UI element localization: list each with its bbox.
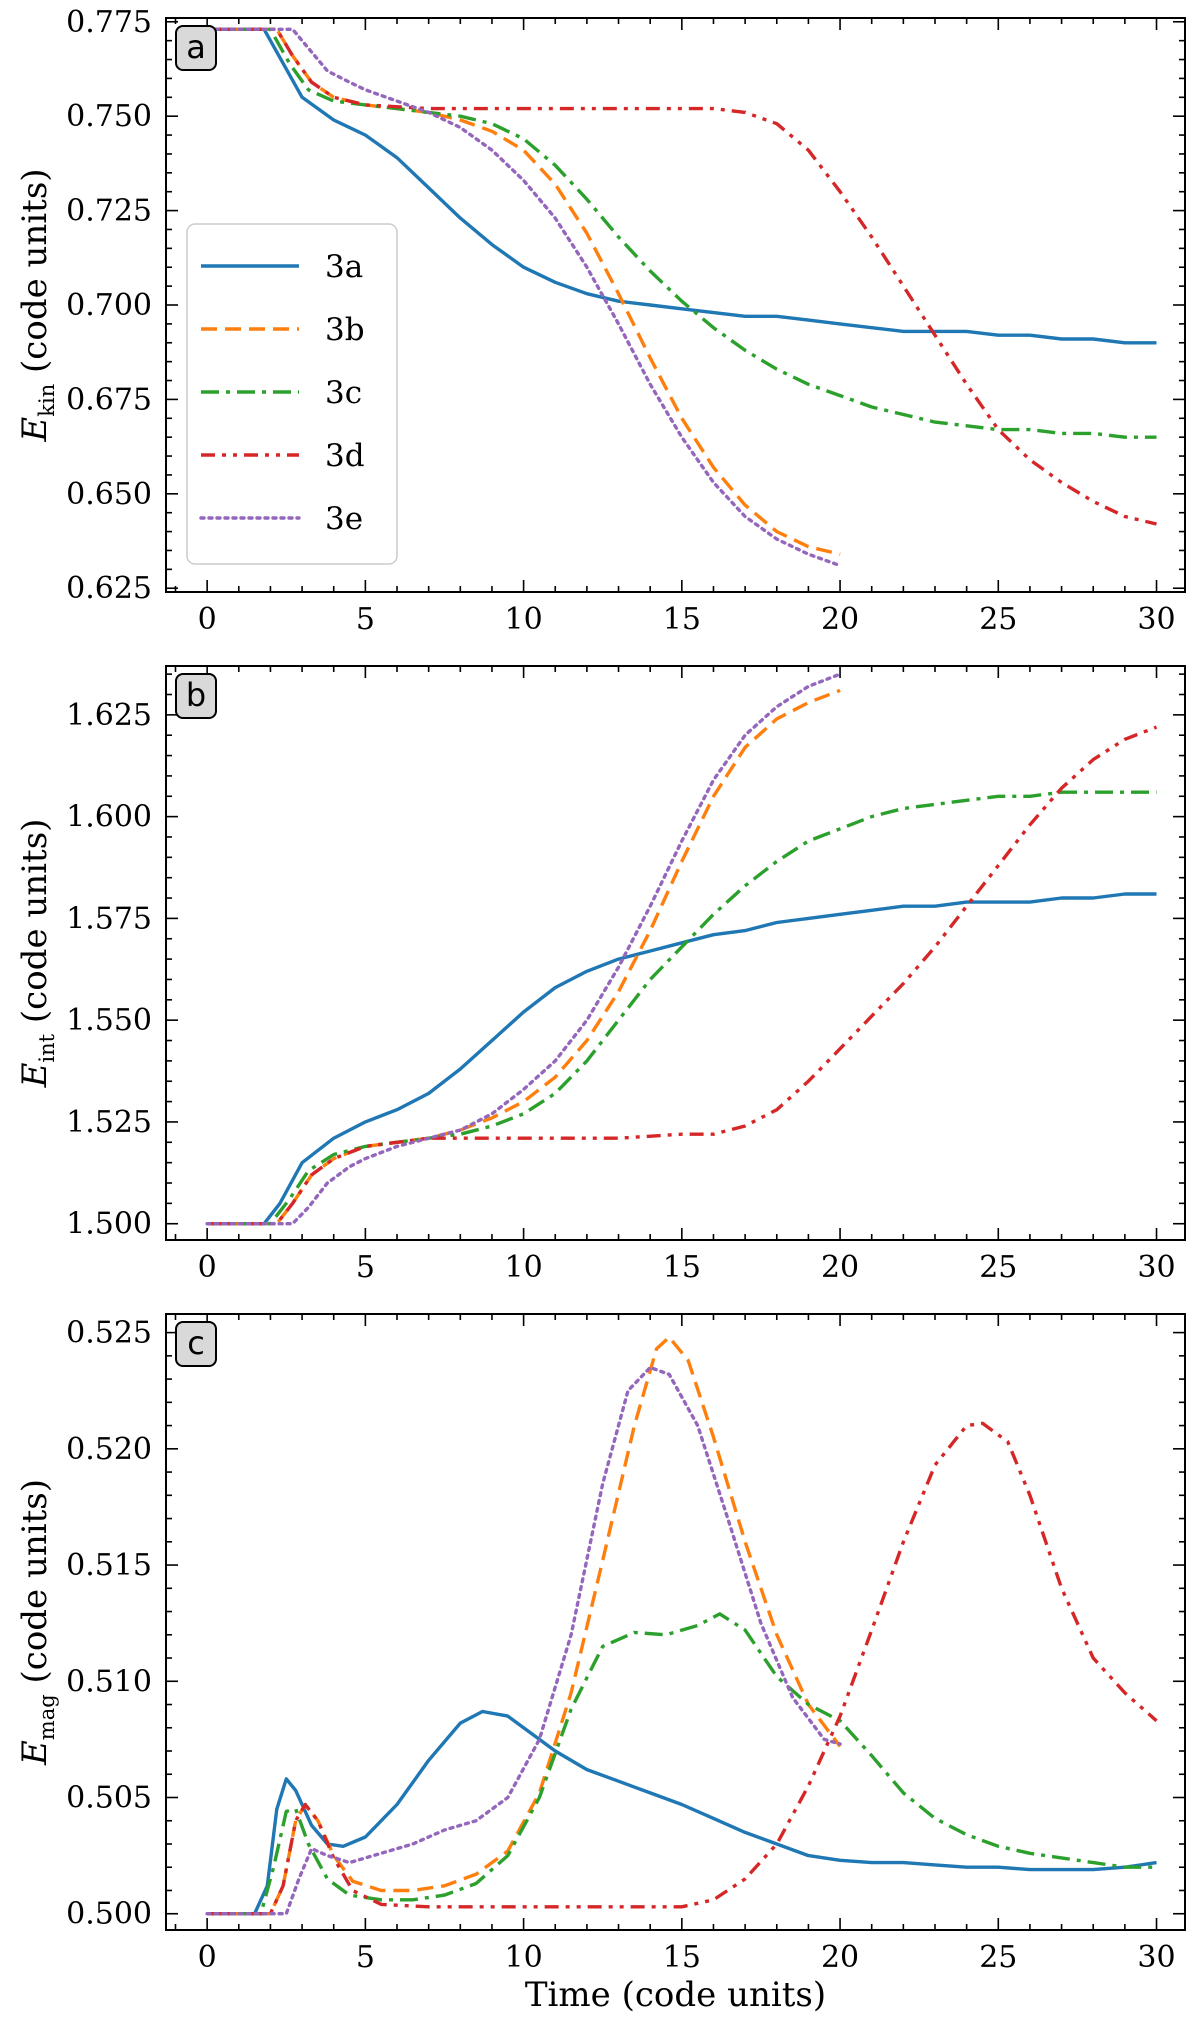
legend-label: 3e — [325, 501, 363, 537]
y-tick-label: 0.510 — [66, 1664, 152, 1699]
y-tick-label: 1.600 — [66, 800, 152, 835]
y-tick-label: 1.525 — [66, 1105, 152, 1140]
series-lines — [205, 27, 1157, 568]
panel-b: 0 5 10 15 20 25 30 1.500 1.525 1.550 1.575 1.600 1.6… — [15, 665, 1186, 1285]
y-tick-label: 0.500 — [66, 1897, 152, 1932]
x-tick-label: 5 — [356, 1250, 375, 1285]
series-line-3e — [205, 672, 842, 1226]
y-axis-symbol: E — [15, 1740, 55, 1766]
panel-tag-a: a — [175, 25, 217, 71]
series-line-3c — [207, 1612, 1157, 1916]
panel-tag-b: b — [175, 673, 217, 719]
panel-tag-box — [175, 25, 217, 71]
panel-c: 0 5 10 15 20 25 30 0.500 0.505 0.510 0.515 0.520 0.5… — [15, 1313, 1186, 1975]
x-tick-label: 15 — [663, 1250, 701, 1285]
series-line-3a — [207, 1709, 1157, 1916]
legend-entry-3b: 3b — [201, 312, 365, 348]
x-tick-label: 10 — [505, 1250, 543, 1285]
series-line-3d — [207, 1421, 1158, 1916]
panel-tag-text: b — [186, 676, 206, 714]
y-tick-label: 0.650 — [66, 477, 152, 512]
x-tick-label: 15 — [663, 1940, 701, 1975]
legend-entry-3e: 3e — [199, 501, 363, 537]
panel-tag-text: c — [187, 1324, 205, 1362]
x-tick-label: 25 — [979, 1940, 1017, 1975]
y-tick-label: 0.505 — [66, 1781, 152, 1816]
x-tick-label: 5 — [356, 1940, 375, 1975]
y-tick-label: 0.525 — [66, 1316, 152, 1351]
series-line-3d — [207, 725, 1158, 1226]
series-line-3c — [207, 27, 1157, 439]
y-tick-label: 1.500 — [66, 1207, 152, 1242]
x-tick-label: 25 — [979, 1250, 1017, 1285]
panel-tag-text: a — [186, 28, 206, 66]
y-tick-label: 0.700 — [66, 288, 152, 323]
series-line-3a — [207, 892, 1157, 1226]
y-axis-symbol: E — [15, 1062, 55, 1088]
x-tick-label: 0 — [198, 1250, 217, 1285]
y-axis-subscript: int — [35, 1033, 59, 1062]
y-tick-label: 0.775 — [66, 5, 152, 40]
axes-frame — [165, 1313, 1186, 1931]
y-axis-subscript: kin — [35, 384, 59, 417]
x-tick-label: 30 — [1137, 602, 1175, 637]
y-axis-label-b: Eint (code units) — [15, 819, 59, 1089]
series-line-3a — [207, 27, 1157, 345]
panel-tag-box — [175, 673, 217, 719]
legend-entry-3a: 3a — [201, 249, 363, 285]
x-tick-label: 15 — [663, 602, 701, 637]
x-tick-label: 30 — [1137, 1250, 1175, 1285]
y-tick-label: 0.675 — [66, 382, 152, 417]
legend-entry-3c: 3c — [201, 375, 362, 411]
x-tick-label: 25 — [979, 602, 1017, 637]
x-tick-label: 0 — [198, 1940, 217, 1975]
y-tick-label: 1.625 — [66, 698, 152, 733]
legend-box — [186, 223, 398, 565]
legend-label: 3c — [325, 375, 362, 411]
x-axis-label: Time (code units) — [525, 1975, 826, 2015]
y-axis-units: (code units) — [15, 1479, 55, 1694]
y-tick-label: 0.750 — [66, 99, 152, 134]
x-tick-label: 20 — [821, 1250, 859, 1285]
x-tick-label: 10 — [505, 602, 543, 637]
y-tick-label: 0.515 — [66, 1548, 152, 1583]
y-tick-label: 1.575 — [66, 901, 152, 936]
legend-entry-3d: 3d — [201, 438, 365, 474]
y-tick-label: 1.550 — [66, 1003, 152, 1038]
x-tick-label: 20 — [821, 1940, 859, 1975]
y-tick-label: 0.520 — [66, 1432, 152, 1467]
panel-a: 0 5 10 15 20 25 30 0.625 0.650 0.675 0.700 0.725 0.7… — [15, 5, 1186, 637]
series-lines — [205, 672, 1158, 1226]
y-axis-subscript: mag — [35, 1694, 59, 1740]
panel-tag-box — [175, 1321, 217, 1367]
legend: 3a 3b 3c 3d 3e — [186, 223, 398, 565]
x-tick-label: 5 — [356, 602, 375, 637]
x-tick-label: 30 — [1137, 1940, 1175, 1975]
series-line-3c — [207, 790, 1157, 1226]
series-line-3e — [205, 27, 842, 568]
y-axis-units: (code units) — [15, 168, 55, 383]
x-tick-label: 0 — [198, 602, 217, 637]
axes-frame — [165, 665, 1186, 1241]
y-axis-label-c: Emag (code units) — [15, 1479, 59, 1766]
panels: 0 5 10 15 20 25 30 0.625 0.650 0.675 0.700 0.725 0.7… — [15, 5, 1186, 1975]
y-axis-label-a: Ekin (code units) — [15, 168, 59, 442]
series-lines — [205, 1335, 1158, 1916]
legend-label: 3b — [325, 312, 365, 348]
y-axis-units: (code units) — [15, 819, 55, 1034]
series-line-3e — [205, 1365, 842, 1916]
series-line-3b — [207, 688, 841, 1226]
legend-label: 3d — [325, 438, 365, 474]
y-tick-label: 0.625 — [66, 571, 152, 606]
series-line-3d — [207, 27, 1157, 526]
x-tick-label: 20 — [821, 602, 859, 637]
panel-tag-c: c — [175, 1321, 217, 1367]
y-tick-label: 0.725 — [66, 194, 152, 229]
legend-label: 3a — [325, 249, 363, 285]
y-axis-symbol: E — [15, 417, 55, 443]
x-tick-label: 10 — [505, 1940, 543, 1975]
